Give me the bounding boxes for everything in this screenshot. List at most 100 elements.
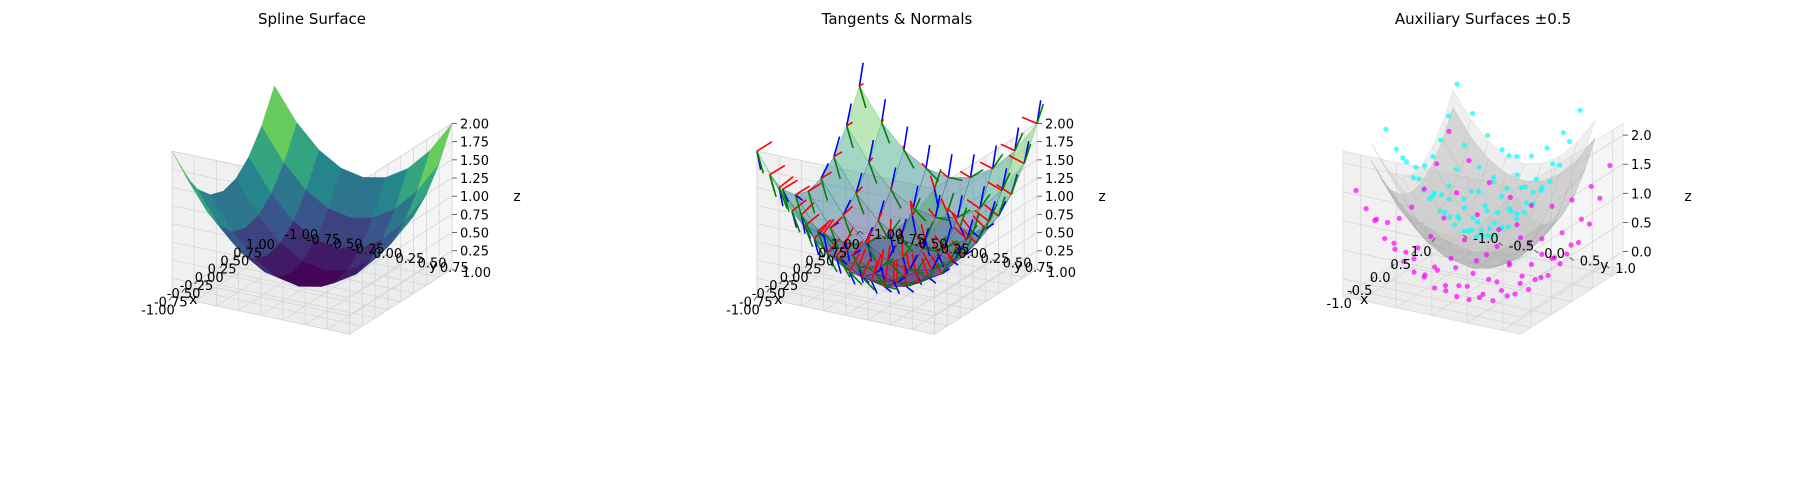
- y-axis-label: y: [1014, 258, 1022, 274]
- scatter-point: [1491, 220, 1498, 226]
- tangent-v-arrow: [829, 227, 840, 249]
- z-tick-label: 0.50: [460, 227, 489, 242]
- normal-arrow: [922, 251, 933, 271]
- y-tick-label: 0.25: [980, 252, 1009, 267]
- tangent-v-arrow: [813, 238, 825, 258]
- gridline: [1342, 278, 1521, 318]
- tangent-u-arrow: [911, 215, 917, 235]
- tangent-u-arrow: [855, 172, 863, 194]
- tangent-v-arrow: [915, 257, 927, 273]
- tangent-v-arrow: [975, 225, 985, 244]
- gridline: [171, 259, 350, 299]
- gridline: [349, 214, 453, 280]
- scatter-point: [1513, 216, 1520, 222]
- x-tick-label: -0.75: [154, 295, 188, 310]
- x-tick-mark: [194, 279, 198, 285]
- tangent-u-arrow: [880, 99, 887, 123]
- scatter-point: [1549, 203, 1555, 209]
- scatter-point: [1498, 287, 1505, 294]
- tangent-v-arrow: [1023, 143, 1032, 164]
- normal-arrow: [930, 254, 943, 275]
- normal-arrow: [874, 253, 882, 274]
- y-tick-mark: [385, 254, 390, 259]
- scatter-point: [1382, 235, 1388, 242]
- y-tick-label: -1.0: [1473, 232, 1498, 247]
- tangent-u-arrow: [1014, 127, 1020, 151]
- scatter-point: [1468, 227, 1475, 233]
- scatter-point: [1476, 164, 1482, 170]
- gridline: [171, 277, 350, 317]
- x-tick-mark: [1431, 237, 1436, 243]
- scatter-point: [1410, 175, 1416, 181]
- x-tick-mark: [766, 288, 771, 293]
- tangent-v-arrow: [874, 272, 889, 288]
- x-tick-label: -0.25: [765, 279, 799, 294]
- gridline: [1520, 251, 1624, 318]
- gridline: [934, 214, 1038, 280]
- normal-arrow: [902, 145, 905, 150]
- scatter-point: [1446, 214, 1453, 220]
- z-tick-label: 0.50: [1045, 227, 1074, 242]
- scatter-point: [1468, 188, 1475, 194]
- tangent-u-arrow: [956, 195, 963, 218]
- z-tick-label: 1.50: [1045, 154, 1074, 169]
- tangent-u-arrow: [950, 258, 959, 266]
- scatter-point: [1476, 294, 1483, 301]
- scatter-point: [1470, 270, 1476, 277]
- scatter-point: [1448, 255, 1454, 261]
- subplot-auxiliary-surfaces: -1.0-0.50.00.51.0-1.0-0.50.00.51.00.00.5…: [1327, 10, 1692, 335]
- scatter-point: [1559, 230, 1565, 236]
- scatter-point: [1578, 216, 1584, 222]
- tangent-u-arrow: [899, 218, 908, 240]
- tangent-u-arrow: [892, 280, 901, 295]
- scatter-point: [1416, 176, 1422, 182]
- normal-arrow: [983, 203, 1000, 217]
- z-tick-label: 0.75: [460, 208, 489, 223]
- scatter-point: [1383, 126, 1389, 133]
- tangent-v-arrow: [794, 194, 803, 218]
- tangent-v-arrow: [890, 189, 902, 209]
- normal-arrow: [953, 226, 968, 241]
- scatter-point: [1544, 145, 1550, 151]
- z-tick-label: 0.25: [1045, 245, 1074, 260]
- y-tick-mark: [318, 240, 324, 244]
- y-tick-label: 0.00: [373, 247, 402, 262]
- normal-arrow: [940, 171, 949, 179]
- normal-arrow: [916, 235, 924, 249]
- scatter-point: [1508, 208, 1514, 214]
- scatter-point: [1528, 153, 1535, 159]
- scatter-point: [1506, 152, 1512, 159]
- gridline: [327, 263, 431, 330]
- scatter-point: [1413, 164, 1419, 170]
- tangent-u-arrow: [947, 154, 953, 178]
- scatter-point: [1461, 142, 1467, 148]
- scatter-point: [1499, 147, 1505, 153]
- tangent-v-arrow: [970, 169, 984, 179]
- y-tick-mark: [429, 263, 435, 268]
- normal-arrow: [909, 200, 914, 209]
- gridline: [756, 259, 935, 299]
- y-tick-mark: [970, 254, 975, 259]
- scatter-point: [1496, 227, 1502, 233]
- tangent-v-arrow: [804, 225, 814, 248]
- scatter-point: [1504, 185, 1510, 191]
- normal-arrow: [868, 157, 874, 163]
- z-tick-label: 1.00: [1045, 190, 1074, 205]
- tangent-u-arrow: [817, 230, 826, 238]
- tangent-v-arrow: [1014, 132, 1024, 151]
- y-tick-mark: [1569, 257, 1574, 261]
- scatter-point: [1564, 251, 1570, 257]
- normal-arrow: [940, 198, 949, 213]
- x-tick-label: 0.0: [1370, 271, 1391, 286]
- x-tick-label: -0.50: [167, 287, 201, 302]
- gridline: [1467, 257, 1570, 324]
- y-tick-label: -0.75: [892, 233, 926, 248]
- normal-arrow: [851, 240, 864, 256]
- scatter-point: [1539, 184, 1546, 191]
- x-tick-label: 1.0: [1411, 245, 1432, 260]
- scatter-point: [1430, 153, 1436, 160]
- x-tick-mark: [753, 296, 758, 301]
- scatter-point: [1373, 216, 1380, 222]
- scatter-point: [1470, 215, 1476, 221]
- x-tick-label: 0.50: [220, 255, 249, 270]
